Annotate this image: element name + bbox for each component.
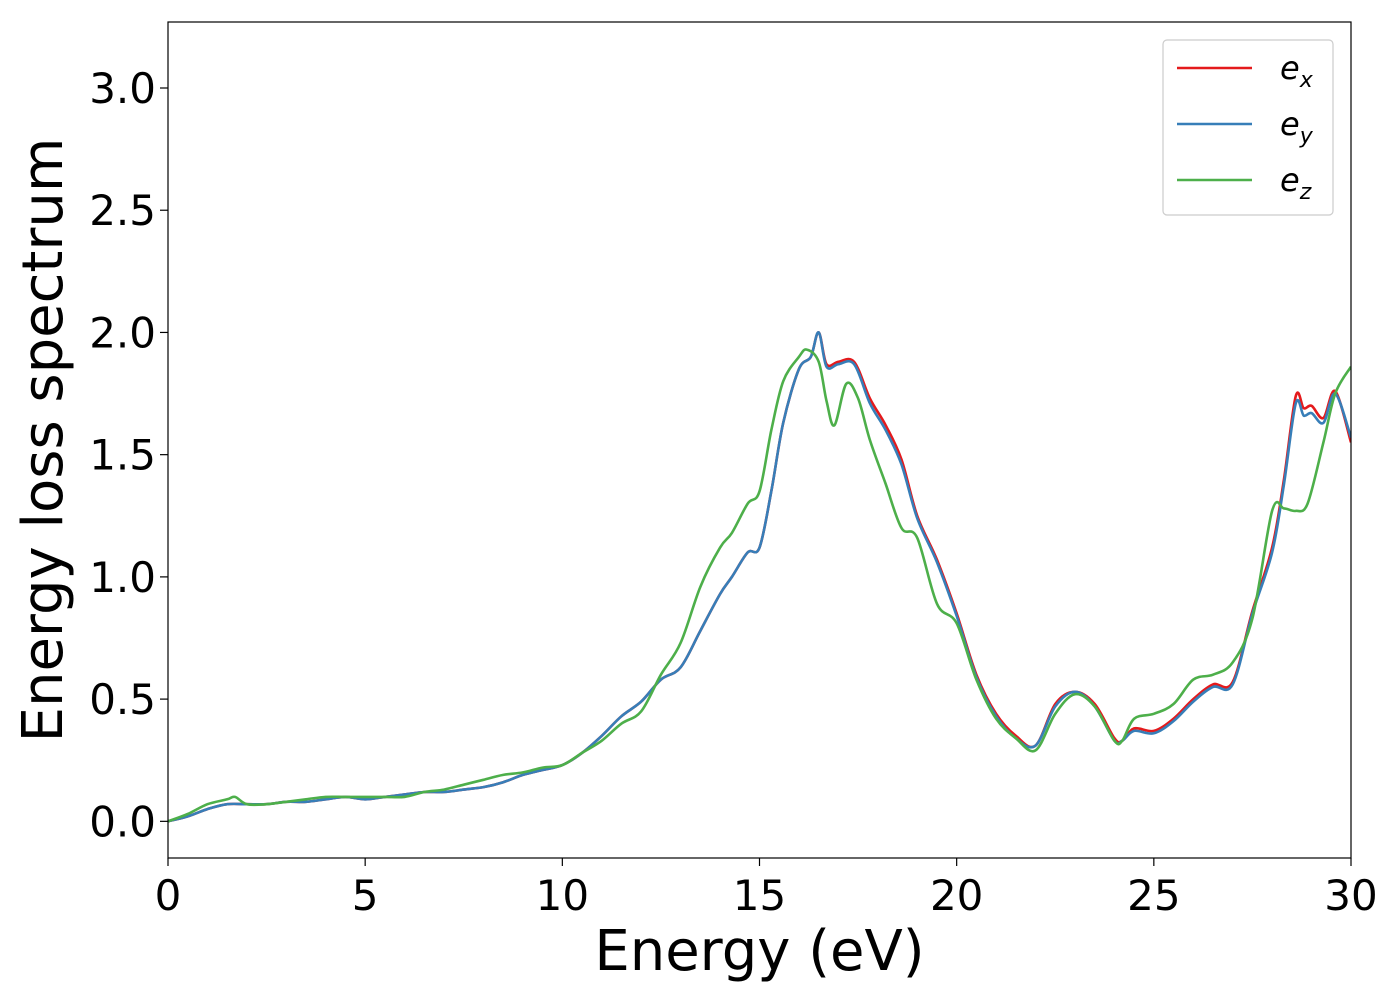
x-tick-label: 10 — [536, 871, 589, 920]
y-tick-label: 2.0 — [89, 308, 156, 357]
y-axis-title: Energy loss spectrum — [11, 138, 76, 743]
y-axis-ticks: 0.0 0.5 1.0 1.5 2.0 2.5 3.0 — [89, 64, 168, 846]
series-line-y — [168, 331, 1351, 823]
series-line-z — [168, 348, 1351, 823]
x-tick-label: 15 — [733, 871, 786, 920]
x-tick-label: 5 — [352, 871, 379, 920]
legend-label-z: ez — [1280, 161, 1312, 205]
series-line-x — [168, 331, 1351, 823]
legend-label-x: ex — [1280, 49, 1314, 93]
y-tick-label: 3.0 — [89, 64, 156, 113]
x-axis-title: Energy (eV) — [594, 919, 924, 984]
legend-label-y: ey — [1280, 105, 1314, 149]
y-tick-label: 1.5 — [89, 431, 156, 480]
x-tick-label: 20 — [930, 871, 983, 920]
y-tick-label: 1.0 — [89, 553, 156, 602]
y-tick-label: 0.0 — [89, 797, 156, 846]
y-tick-label: 2.5 — [89, 186, 156, 235]
plot-lines — [168, 331, 1351, 823]
legend: ex ey ez — [1162, 39, 1334, 216]
x-tick-label: 25 — [1127, 871, 1180, 920]
x-tick-label: 0 — [155, 871, 182, 920]
x-axis-ticks: 0 5 10 15 20 25 30 — [155, 858, 1378, 920]
x-tick-label: 30 — [1324, 871, 1377, 920]
legend-box — [1162, 39, 1334, 216]
y-tick-label: 0.5 — [89, 675, 156, 724]
